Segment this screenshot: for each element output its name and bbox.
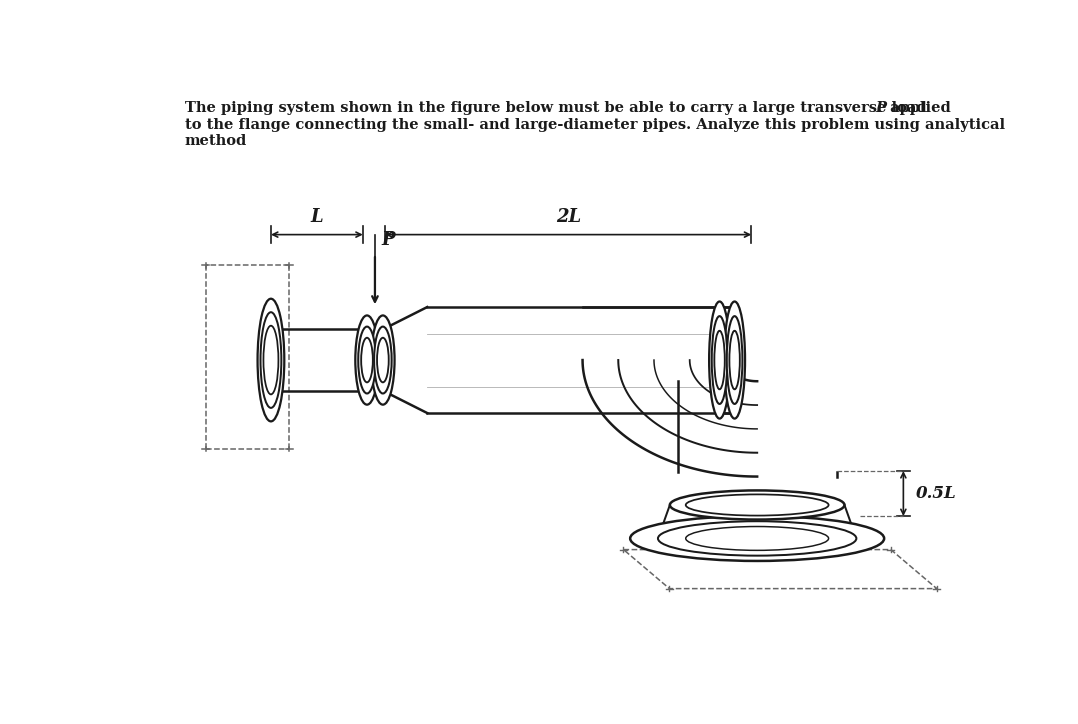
Text: method: method — [185, 134, 247, 148]
Text: The piping system shown in the figure below must be able to carry a large transv: The piping system shown in the figure be… — [185, 101, 931, 115]
Ellipse shape — [374, 327, 391, 394]
Text: 2L: 2L — [556, 209, 581, 226]
Ellipse shape — [711, 316, 728, 404]
Ellipse shape — [377, 337, 389, 382]
Ellipse shape — [727, 316, 743, 404]
Ellipse shape — [715, 331, 724, 390]
Ellipse shape — [258, 299, 285, 421]
Ellipse shape — [658, 521, 856, 555]
Ellipse shape — [686, 526, 829, 550]
Ellipse shape — [631, 516, 884, 561]
Ellipse shape — [669, 490, 844, 520]
Ellipse shape — [709, 301, 730, 418]
Text: P: P — [875, 101, 886, 115]
Ellipse shape — [356, 316, 378, 405]
Ellipse shape — [724, 301, 745, 418]
Text: applied: applied — [885, 101, 951, 115]
Ellipse shape — [730, 331, 740, 390]
Ellipse shape — [261, 312, 281, 408]
Text: to the flange connecting the small- and large-diameter pipes. Analyze this probl: to the flange connecting the small- and … — [185, 117, 1005, 132]
Text: 0.5L: 0.5L — [916, 485, 956, 502]
Ellipse shape — [263, 326, 278, 395]
Ellipse shape — [361, 337, 373, 382]
Ellipse shape — [371, 316, 395, 405]
Ellipse shape — [686, 494, 829, 515]
Ellipse shape — [358, 327, 376, 394]
Text: P: P — [382, 230, 396, 248]
Text: L: L — [310, 209, 323, 226]
